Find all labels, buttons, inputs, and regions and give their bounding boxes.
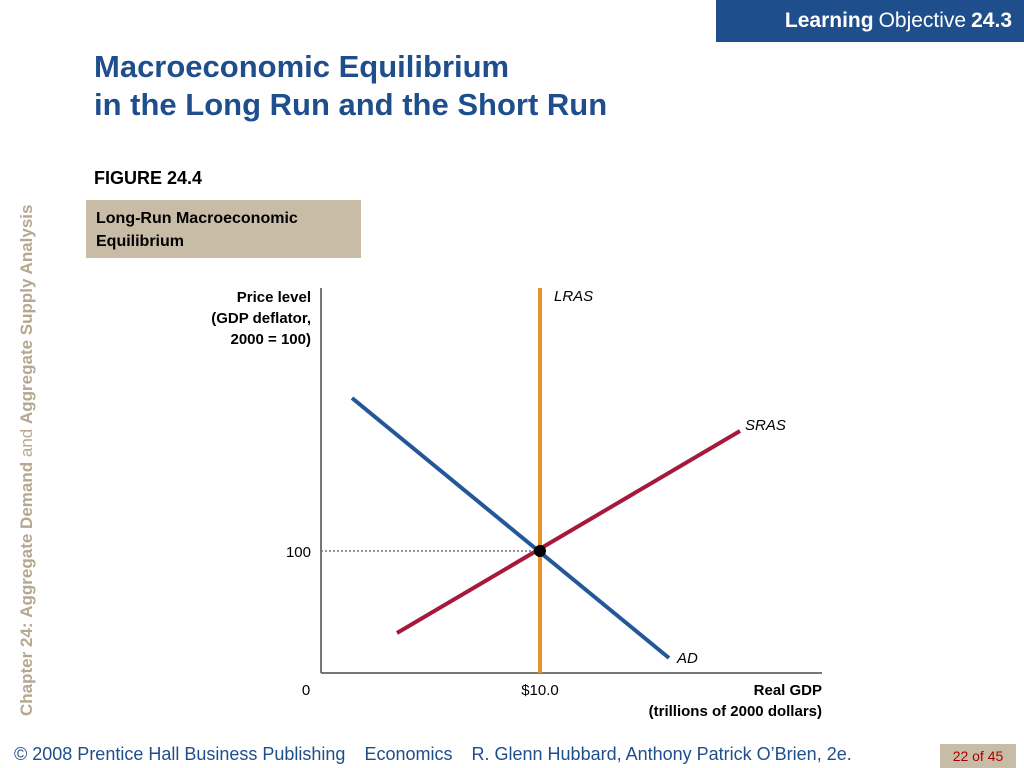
ad-label: AD [676, 650, 698, 667]
x-axis-label-line: (trillions of 2000 dollars) [649, 703, 822, 720]
origin-label: 0 [302, 682, 310, 699]
figure-caption-line2: Equilibrium [96, 233, 184, 250]
figure-caption: Long-Run Macroeconomic Equilibrium [86, 200, 361, 258]
lras-label: LRAS [554, 288, 593, 305]
page-number: 22 of 45 [940, 744, 1016, 768]
figure-label: FIGURE 24.4 [94, 168, 203, 188]
footer-copyright: © 2008 Prentice Hall Business Publishing [14, 744, 346, 764]
equilibrium-point [534, 545, 546, 557]
sras-label: SRAS [745, 417, 786, 434]
y-axis-label-line: (GDP deflator, [211, 310, 311, 327]
sras-curve [395, 429, 742, 635]
y-axis-label-line: 2000 = 100) [231, 331, 312, 348]
slide-title-line2: in the Long Run and the Short Run [94, 87, 608, 122]
footer-authors: R. Glenn Hubbard, Anthony Patrick O’Brie… [471, 744, 852, 764]
learning-label: Learning [784, 9, 874, 32]
objective-label: Objective [878, 9, 967, 32]
x-tick-label: $10.0 [521, 682, 559, 699]
footer: © 2008 Prentice Hall Business Publishing… [14, 744, 866, 765]
footer-book: Economics [364, 744, 453, 764]
x-axis-label-line: Real GDP [754, 682, 822, 699]
slide-title-line1: Macroeconomic Equilibrium [94, 49, 510, 84]
ad-curve [350, 396, 671, 660]
learning-objective-badge: Learning Objective 24.3 [716, 0, 1024, 42]
objective-number: 24.3 [971, 9, 1012, 32]
slide-title: Macroeconomic Equilibrium in the Long Ru… [94, 48, 607, 124]
figure-caption-line1: Long-Run Macroeconomic [96, 210, 298, 227]
y-axis-label-line: Price level [237, 289, 311, 306]
y-tick-label: 100 [286, 544, 311, 561]
